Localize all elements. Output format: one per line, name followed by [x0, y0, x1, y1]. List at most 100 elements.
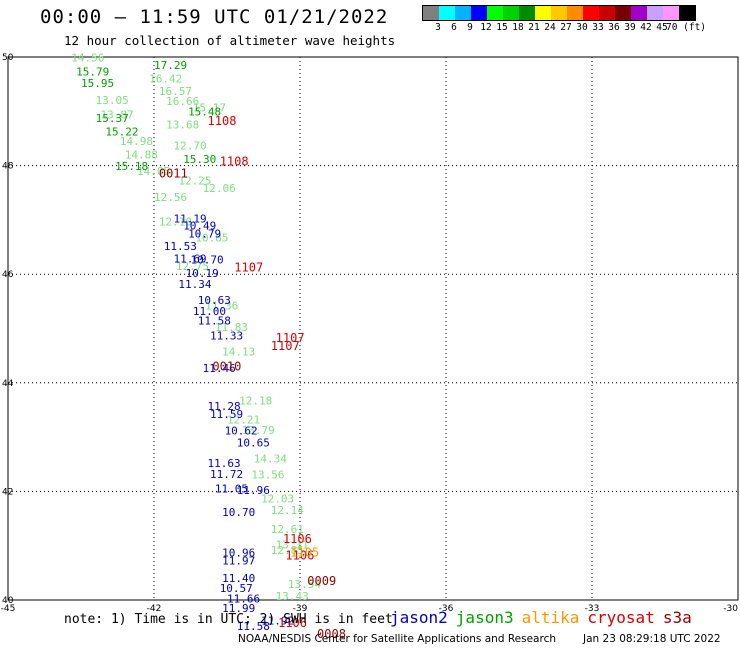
satellite-legend: jason2 jason3 altika cryosat s3a [390, 608, 700, 627]
data-point-jason2: 11.97 [222, 555, 255, 568]
data-point-jason3: 12.03 [261, 492, 294, 505]
legend-swatch [519, 6, 535, 20]
data-point-jason3: 14.98 [120, 135, 153, 148]
legend-label: 18 [512, 22, 524, 33]
satellite-label-cryosat: cryosat [587, 608, 655, 627]
data-point-jason2: 11.19 [173, 213, 206, 226]
data-point-jason2: 11.58 [198, 315, 231, 328]
legend-swatch [471, 6, 487, 20]
data-point-jason2: 10.70 [191, 253, 224, 266]
y-tick-label: 42 [2, 487, 13, 497]
x-tick-label: -39 [293, 604, 308, 614]
data-point-cryosat: 1107 [276, 331, 305, 345]
data-point-jason2: 10.19 [186, 267, 219, 280]
data-point-jason2: 11.66 [227, 593, 260, 606]
data-point-jason3: 13.31 [276, 538, 309, 551]
data-point-jason2: 10.49 [183, 220, 216, 233]
data-point-jason3: 16.66 [166, 95, 199, 108]
legend-swatch [535, 6, 551, 20]
data-point-cryosat: 1108 [208, 114, 237, 128]
x-tick-label: -33 [585, 604, 600, 614]
data-point-jason2: 10.63 [198, 294, 231, 307]
data-point-jason2: 10.96 [222, 547, 255, 560]
legend-label: 42 [640, 22, 652, 33]
data-point-s3a: 0011 [159, 167, 188, 181]
x-tick-label: -36 [439, 604, 454, 614]
chart-title: 00:00 – 11:59 UTC 01/21/2022 [40, 6, 389, 28]
legend-swatch [679, 6, 695, 20]
data-point-jason2: 11.58 [237, 620, 270, 633]
legend-label: 39 [624, 22, 636, 33]
data-point-jason3: 13.56 [251, 468, 284, 481]
legend-swatch [567, 6, 583, 20]
y-tick-label: 46 [2, 270, 14, 280]
legend-label: 30 [576, 22, 588, 33]
legend-swatch [503, 6, 519, 20]
y-tick-label: 48 [2, 162, 14, 172]
data-point-jason2: 11.34 [178, 278, 211, 291]
legend-label: 27 [560, 22, 572, 33]
data-point-jason2: 11.53 [164, 240, 197, 253]
data-point-jason3-dark: 15.22 [105, 126, 138, 139]
data-point-jason2: 11.63 [208, 457, 241, 470]
legend-swatch [487, 6, 503, 20]
data-point-s3a: 0009 [307, 574, 336, 588]
data-point-jason2: 11.05 [215, 482, 248, 495]
data-point-cryosat: 1107 [271, 339, 300, 353]
data-point-jason2: 10.70 [222, 506, 255, 519]
legend-label: 12 [480, 22, 492, 33]
data-point-jason3: 12.70 [173, 139, 206, 152]
satellite-label-jason2: jason2 [390, 608, 448, 627]
data-point-cryosat: 1108 [220, 155, 249, 169]
data-point-jason2: 11.69 [173, 252, 206, 265]
data-point-jason2: 10.57 [220, 582, 253, 595]
data-point-jason3: 13.05 [96, 94, 129, 107]
legend-label: 15 [496, 22, 508, 33]
satellite-label-jason3: jason3 [455, 608, 514, 627]
legend-labels: 3 6 9 12 15 18 21 24 27 30 33 36 39 42 45 70 (ft) [422, 21, 706, 35]
legend-swatches [422, 5, 696, 21]
data-point-jason3: 11.36 [205, 299, 238, 312]
data-point-jason2: 11.59 [210, 408, 243, 421]
data-point-jason3: 16.57 [159, 85, 192, 98]
data-point-jason3: 12.06 [203, 182, 236, 195]
legend-swatch [439, 6, 455, 20]
legend-label: 21 [528, 22, 540, 33]
data-point-jason3: 13.79 [242, 424, 275, 437]
data-point-jason3: 14.05 [137, 165, 170, 178]
footnote: note: 1) Time is in UTC; 2) SWH is in fe… [64, 612, 393, 627]
x-tick-label: -42 [147, 604, 162, 614]
data-point-jason3-dark: 15.95 [81, 77, 114, 90]
legend-swatch [615, 6, 631, 20]
data-point-jason3: 14.34 [254, 453, 287, 466]
data-point-jason2: 11.46 [203, 362, 236, 375]
y-tick-label: 50 [2, 53, 14, 63]
x-tick-label: -30 [723, 604, 738, 614]
data-point-jason3: 12.56 [154, 191, 187, 204]
legend-swatch [663, 6, 679, 20]
credit-line: NOAA/NESDIS Center for Satellite Applica… [238, 633, 556, 645]
data-point-jason3: 14.13 [222, 346, 255, 359]
data-point-jason3: 12.21 [227, 414, 260, 427]
data-point-jason3: 12.10 [159, 215, 192, 228]
data-point-jason3: 13.43 [276, 590, 309, 603]
data-point-jason3-dark: 15.48 [188, 106, 221, 119]
legend-swatch [583, 6, 599, 20]
data-point-cryosat: 1106 [285, 548, 314, 562]
data-point-jason2: 11.99 [222, 602, 255, 615]
data-point-jason2: 10.79 [188, 227, 221, 240]
legend-label: 36 [608, 22, 620, 33]
legend-swatch [551, 6, 567, 20]
y-tick-label: 40 [2, 596, 14, 606]
legend-label: 6 [451, 22, 457, 33]
data-point-jason2: 11.00 [193, 305, 226, 318]
data-point-jason3-dark: 17.29 [154, 59, 187, 72]
data-point-cryosat: 1107 [234, 260, 263, 274]
data-point-s3a: 0008 [317, 627, 346, 641]
x-tick-label: -45 [1, 604, 16, 614]
legend-swatch [631, 6, 647, 20]
legend-swatch [647, 6, 663, 20]
data-point-jason3: 12.14 [271, 504, 304, 517]
data-point-jason3-dark: 15.79 [76, 65, 109, 78]
